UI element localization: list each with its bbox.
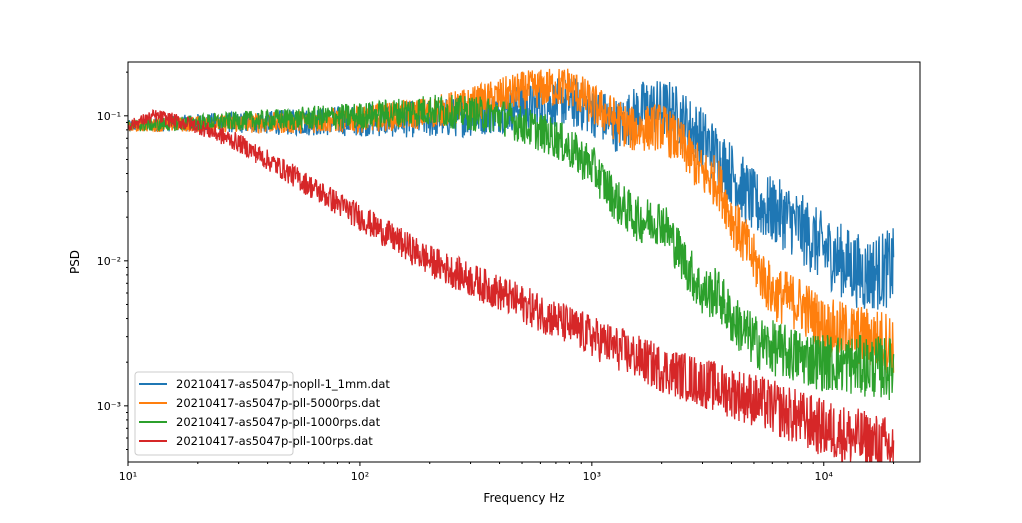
series-lines [128, 68, 895, 462]
y-axis-label: PSD [68, 250, 82, 274]
x-axis: 10¹ 10² 10³ 10⁴ [119, 462, 895, 483]
legend-label-1: 20210417-as5047p-pll-5000rps.dat [176, 396, 381, 410]
x-tick-label: 10¹ [119, 470, 137, 483]
legend-label-0: 20210417-as5047p-nopll-1_1mm.dat [176, 377, 390, 391]
x-tick-label: 10⁴ [815, 470, 834, 483]
plot-frame [127, 61, 921, 463]
legend-label-3: 20210417-as5047p-pll-100rps.dat [176, 434, 373, 448]
series-line-1 [128, 68, 895, 374]
y-tick-label: 10⁻¹ [97, 110, 121, 123]
x-tick-label: 10³ [583, 470, 601, 483]
legend-box [134, 371, 294, 456]
legend-label-2: 20210417-as5047p-pll-1000rps.dat [176, 415, 381, 429]
y-tick-label: 10⁻³ [97, 400, 121, 413]
legend: 20210417-as5047p-nopll-1_1mm.dat 20210417… [134, 371, 390, 456]
x-axis-label: Frequency Hz [483, 491, 564, 505]
series-line-3 [128, 109, 895, 462]
series-line-2 [128, 94, 895, 401]
y-axis: 10⁻¹ 10⁻² 10⁻³ [97, 71, 128, 451]
x-tick-label: 10² [351, 470, 369, 483]
y-tick-label: 10⁻² [97, 255, 121, 268]
